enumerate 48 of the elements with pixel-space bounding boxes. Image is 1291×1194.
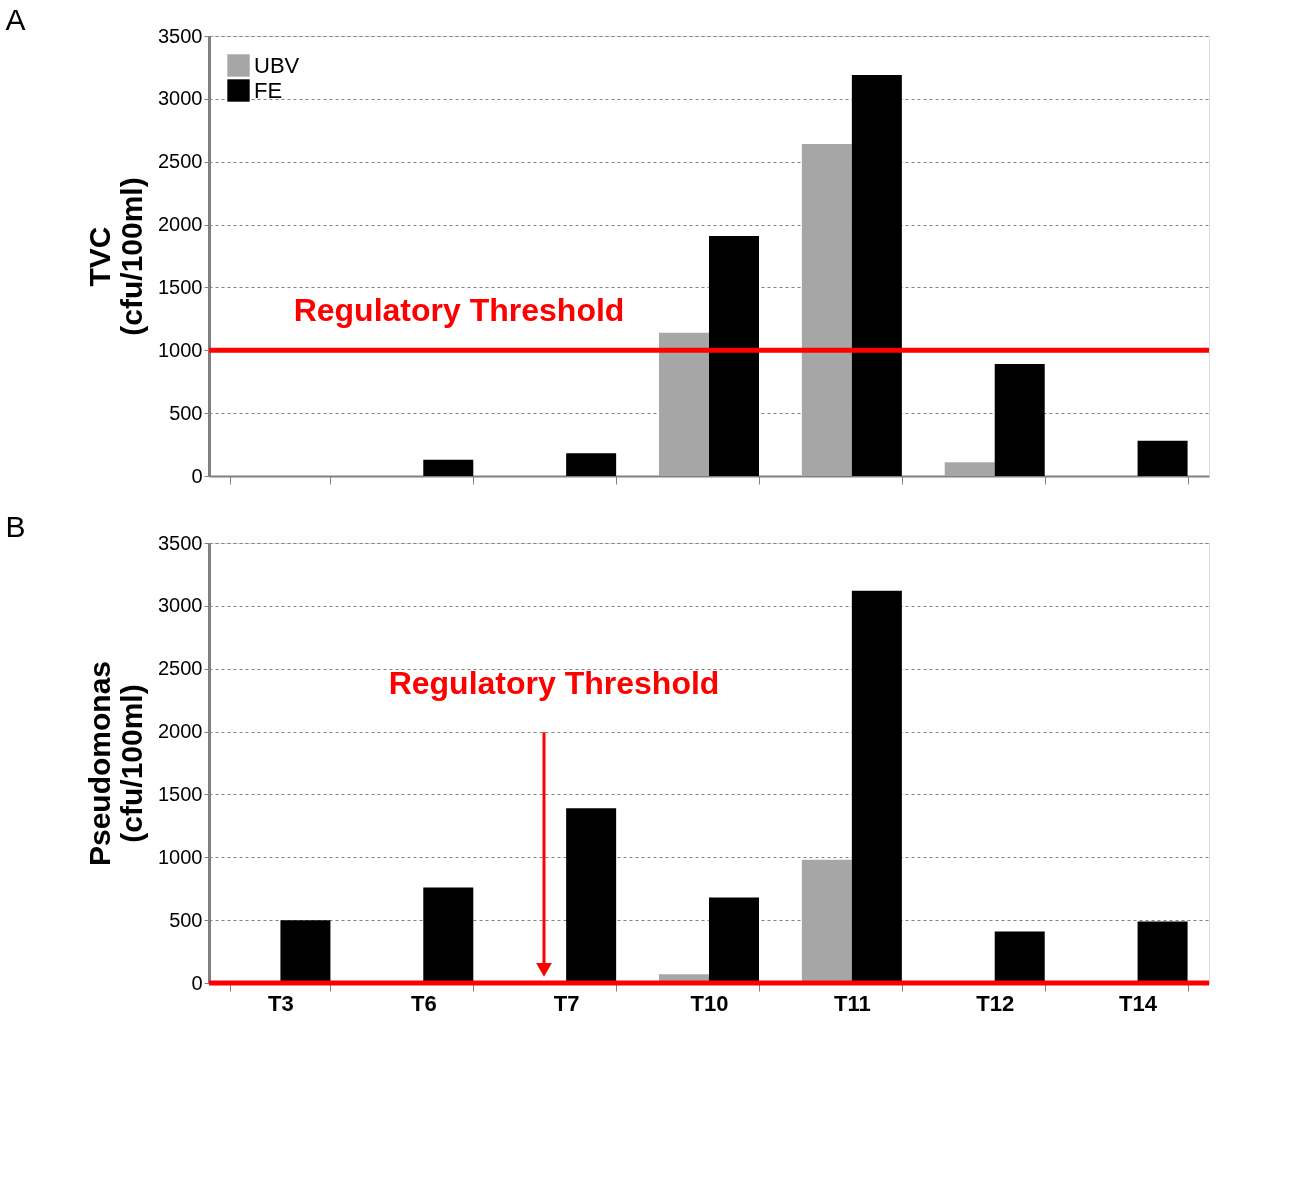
text: B xyxy=(5,510,26,543)
y-tick-label: 0 xyxy=(191,971,203,994)
ref-line-label: Regulatory Threshold xyxy=(388,665,720,702)
bar xyxy=(423,459,474,476)
bar xyxy=(801,859,852,983)
y-tick-label: 3500 xyxy=(158,531,203,554)
y-tick-label: 500 xyxy=(169,908,203,931)
bar xyxy=(851,74,902,476)
bar xyxy=(709,235,759,476)
bar xyxy=(280,920,331,983)
y-tick-label: 3000 xyxy=(158,594,203,617)
y-tick-label: 2000 xyxy=(158,213,203,236)
bar xyxy=(423,887,474,983)
bar xyxy=(944,462,995,476)
bar xyxy=(1137,440,1188,476)
y-tick-label: 2500 xyxy=(158,150,203,173)
y-tick-label: 2500 xyxy=(158,657,203,680)
legend-label: UBV xyxy=(254,52,300,78)
x-tick-label: T3 xyxy=(268,990,294,1016)
y-tick-label: 1000 xyxy=(158,845,203,868)
legend-label: FE xyxy=(254,77,283,103)
y-tick-label: 1000 xyxy=(158,338,203,361)
y-tick-label: 3500 xyxy=(158,24,203,47)
y-tick-label: 1500 xyxy=(158,275,203,298)
y-tick-label: 3000 xyxy=(158,87,203,110)
bar xyxy=(801,144,852,476)
bar xyxy=(659,332,709,476)
bar xyxy=(566,808,617,983)
x-tick-label: T7 xyxy=(553,990,580,1016)
x-tick-label: T14 xyxy=(1119,990,1158,1016)
bar xyxy=(566,453,617,476)
bar xyxy=(994,931,1045,983)
y-tick-label: 1500 xyxy=(158,782,203,805)
bar xyxy=(851,590,902,983)
ref-line-label: Regulatory Threshold xyxy=(293,292,625,329)
y-axis-title: TVC (cfu/100ml) xyxy=(83,177,149,336)
bar xyxy=(1137,921,1188,983)
x-tick-label: T6 xyxy=(410,990,437,1016)
y-tick-label: 0 xyxy=(191,464,203,487)
y-tick-label: 2000 xyxy=(158,720,203,743)
x-tick-label: T12 xyxy=(976,990,1015,1016)
text: A xyxy=(5,3,26,36)
bar xyxy=(994,364,1045,476)
y-axis-title: Pseudomonas (cfu/100ml) xyxy=(83,660,149,867)
x-tick-label: T11 xyxy=(834,990,871,1016)
y-tick-label: 500 xyxy=(169,401,203,424)
bar xyxy=(709,897,759,983)
x-tick-label: T10 xyxy=(690,990,729,1016)
